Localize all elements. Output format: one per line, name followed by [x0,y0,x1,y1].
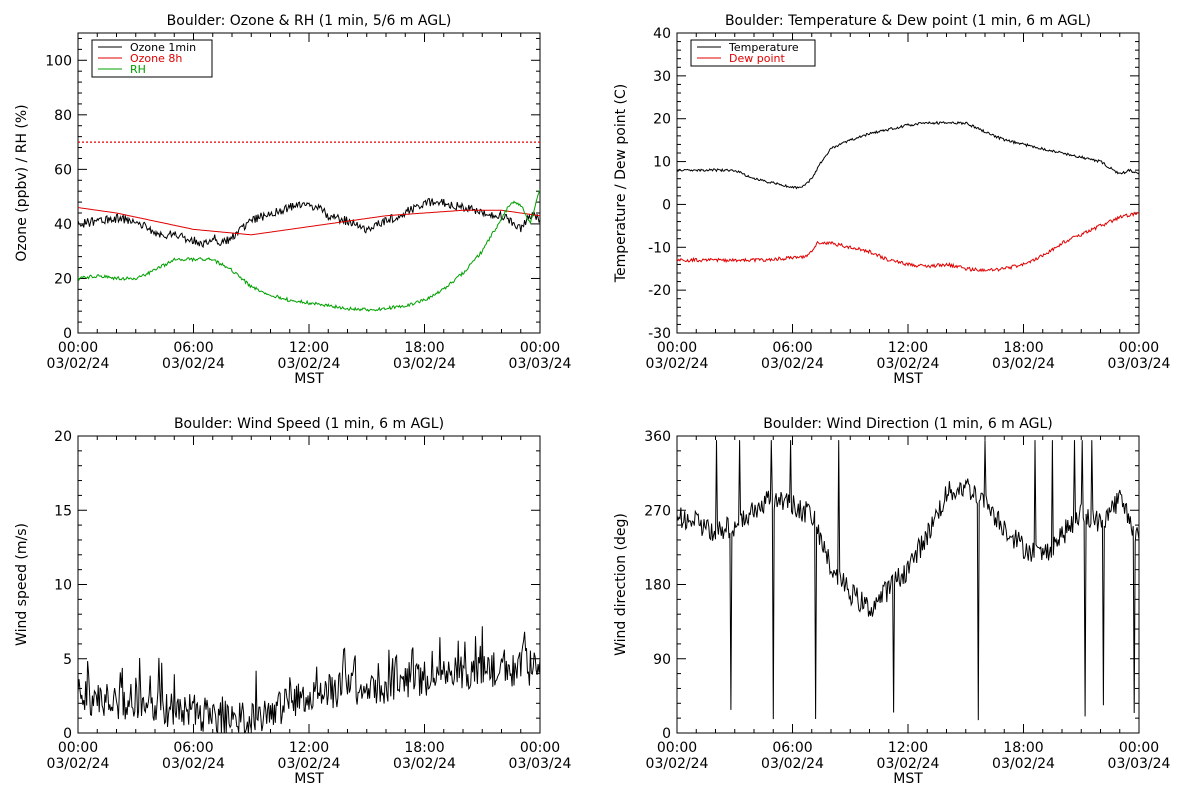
x-tick-label-date: 03/02/24 [162,756,225,772]
x-axis-label: MST [294,371,324,387]
x-axis-label: MST [893,771,923,787]
plot-frame [77,32,541,334]
legend-label: Ozone 8h [130,52,182,65]
x-tick-label-time: 00:00 [58,340,98,356]
y-tick-label: 80 [54,108,72,124]
y-axis-label: Temperature / Dew point (C) [613,84,629,283]
y-axis-label: Wind speed (m/s) [14,523,30,646]
chart-title: Boulder: Temperature & Dew point (1 min,… [725,13,1091,29]
x-tick-label-date: 03/02/24 [47,756,110,772]
y-tick-label: 10 [653,155,671,171]
x-tick-label-time: 18:00 [1003,340,1043,356]
y-tick-label: 90 [653,652,671,668]
legend-label: RH [130,63,146,76]
x-tick-label-time: 00:00 [520,340,560,356]
y-tick-label: 40 [54,217,72,233]
series-line [677,211,1139,273]
x-tick-label-date: 03/02/24 [761,756,824,772]
chart-panel-1: Boulder: Ozone & RH (1 min, 5/6 m AGL) 0 2… [14,13,572,387]
x-tick-label-date: 03/02/24 [278,356,341,372]
x-tick-label-time: 00:00 [1119,340,1159,356]
y-tick-label: 20 [653,112,671,128]
chart-title: Boulder: Wind Direction (1 min, 6 m AGL) [763,416,1052,432]
y-tick-label: 60 [54,162,72,178]
series-line [677,120,1139,190]
y-tick-label: 270 [644,503,671,519]
plot-frame [676,435,1140,734]
legend-label: Ozone 1min [130,41,196,54]
plot-frame [77,435,541,734]
y-tick-label: 100 [45,53,72,69]
y-tick-label: -30 [648,326,671,342]
series-line [78,207,540,236]
chart-panel-4: Boulder: Wind Direction (1 min, 6 m AGL)… [613,416,1171,787]
x-tick-label-date: 03/02/24 [992,356,1055,372]
x-tick-label-time: 00:00 [520,740,560,756]
x-tick-label-date: 03/02/24 [992,756,1055,772]
series-line [78,198,540,249]
x-tick-label-time: 06:00 [772,740,812,756]
x-tick-label-date: 03/03/24 [1108,356,1171,372]
y-tick-label: 0 [63,326,72,342]
x-tick-label-time: 18:00 [1003,740,1043,756]
y-tick-label: 180 [644,578,671,594]
x-axis-label: MST [893,371,923,387]
y-tick-label: -10 [648,240,671,256]
legend-label: Temperature [728,41,799,54]
x-tick-label-time: 18:00 [404,740,444,756]
y-tick-label: 0 [662,197,671,213]
x-tick-label-date: 03/02/24 [877,756,940,772]
y-tick-label: 0 [63,726,72,742]
x-tick-label-date: 03/02/24 [278,756,341,772]
x-tick-label-date: 03/03/24 [509,756,572,772]
x-tick-label-time: 00:00 [1119,740,1159,756]
x-tick-label-date: 03/02/24 [393,756,456,772]
x-tick-label-date: 03/02/24 [162,356,225,372]
x-tick-label-time: 18:00 [404,340,444,356]
chart-panel-2: Boulder: Temperature & Dew point (1 min,… [613,13,1171,387]
legend-box [690,39,816,67]
x-tick-label-time: 00:00 [657,740,697,756]
y-axis-label: Wind direction (deg) [613,513,629,656]
y-tick-label: -20 [648,283,671,299]
x-tick-label-time: 12:00 [888,340,928,356]
x-tick-label-time: 12:00 [888,740,928,756]
x-tick-label-date: 03/02/24 [877,356,940,372]
y-tick-label: 5 [63,652,72,668]
series-line [677,440,1139,721]
legend-label: Dew point [729,52,785,65]
y-tick-label: 15 [54,503,72,519]
x-tick-label-time: 00:00 [657,340,697,356]
x-tick-label-time: 06:00 [772,340,812,356]
x-tick-label-date: 03/03/24 [1108,756,1171,772]
series-line [78,626,540,733]
x-axis-label: MST [294,771,324,787]
plot-frame [676,32,1140,334]
chart-title: Boulder: Ozone & RH (1 min, 5/6 m AGL) [167,13,452,29]
x-tick-label-date: 03/02/24 [646,356,709,372]
y-tick-label: 0 [662,726,671,742]
y-tick-label: 360 [644,429,671,445]
series-line [78,189,540,313]
x-tick-label-date: 03/02/24 [761,356,824,372]
y-tick-label: 30 [653,69,671,85]
y-tick-label: 20 [54,429,72,445]
chart-panel-3: Boulder: Wind Speed (1 min, 6 m AGL) 0 5 10… [14,416,572,787]
x-tick-label-time: 06:00 [173,740,213,756]
chart-title: Boulder: Wind Speed (1 min, 6 m AGL) [174,416,444,432]
x-tick-label-date: 03/03/24 [509,356,572,372]
x-tick-label-time: 00:00 [58,740,98,756]
y-tick-label: 10 [54,578,72,594]
x-tick-label-date: 03/02/24 [47,356,110,372]
x-tick-label-time: 06:00 [173,340,213,356]
x-tick-label-date: 03/02/24 [646,756,709,772]
x-tick-label-date: 03/02/24 [393,356,456,372]
x-tick-label-time: 12:00 [289,340,329,356]
y-tick-label: 40 [653,26,671,42]
y-axis-label: Ozone (ppbv) / RH (%) [14,104,30,261]
x-tick-label-time: 12:00 [289,740,329,756]
y-tick-label: 20 [54,271,72,287]
